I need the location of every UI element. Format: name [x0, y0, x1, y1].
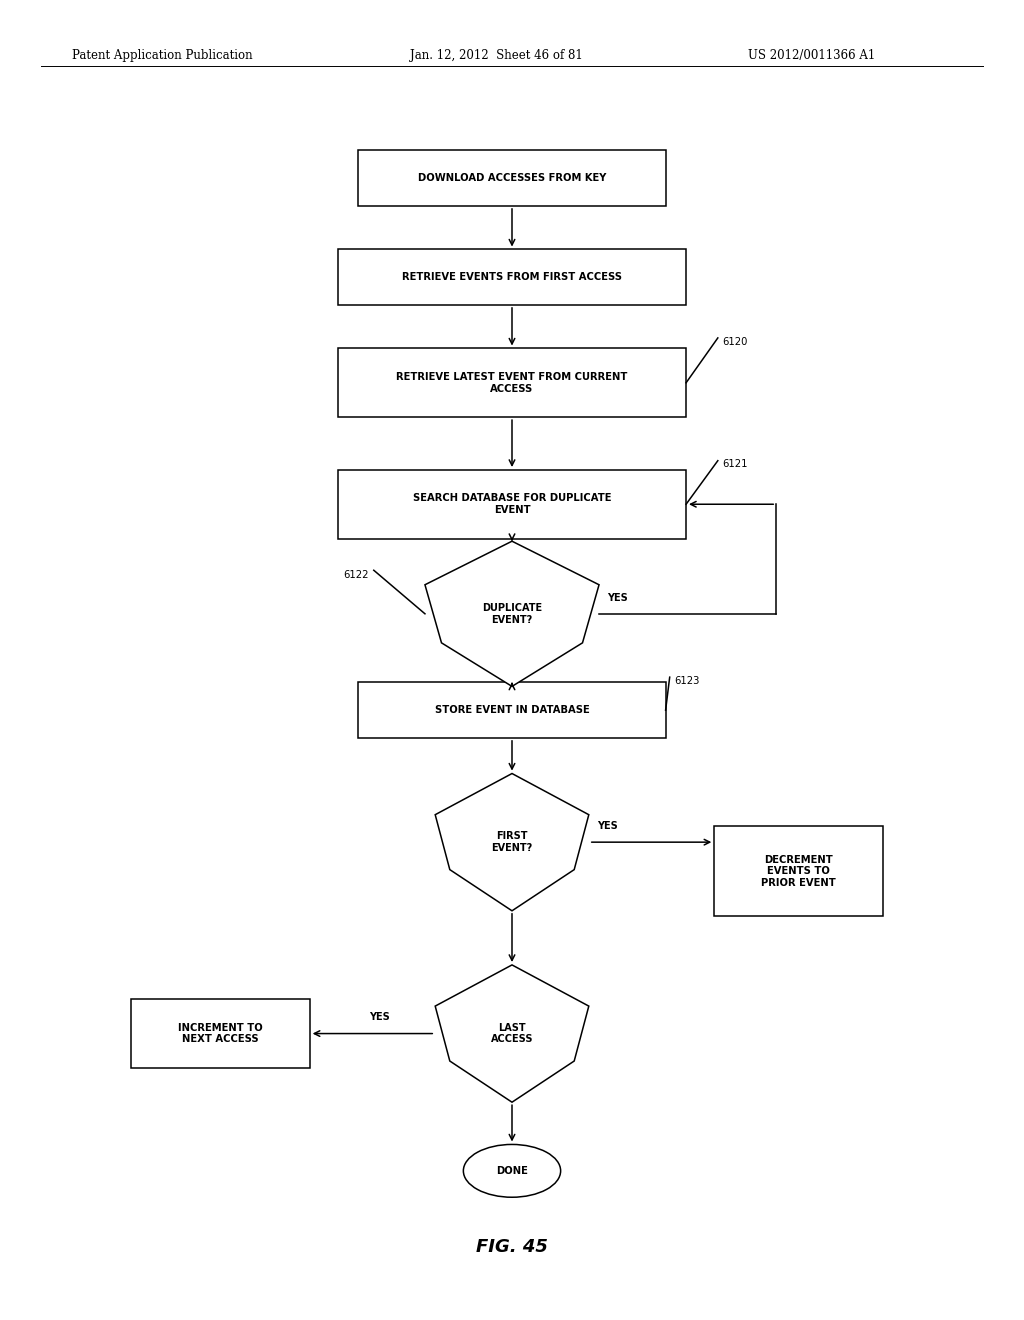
Text: YES: YES [607, 593, 628, 603]
FancyBboxPatch shape [338, 348, 686, 417]
Text: LAST
ACCESS: LAST ACCESS [490, 1023, 534, 1044]
FancyBboxPatch shape [715, 826, 883, 916]
Polygon shape [435, 774, 589, 911]
Text: RETRIEVE EVENTS FROM FIRST ACCESS: RETRIEVE EVENTS FROM FIRST ACCESS [402, 272, 622, 282]
FancyBboxPatch shape [338, 249, 686, 305]
FancyBboxPatch shape [358, 150, 666, 206]
Text: 6122: 6122 [343, 570, 369, 581]
Text: 6121: 6121 [722, 459, 748, 470]
Text: SEARCH DATABASE FOR DUPLICATE
EVENT: SEARCH DATABASE FOR DUPLICATE EVENT [413, 494, 611, 515]
Text: YES: YES [597, 821, 617, 832]
Text: US 2012/0011366 A1: US 2012/0011366 A1 [748, 49, 874, 62]
Text: FIRST
EVENT?: FIRST EVENT? [492, 832, 532, 853]
Text: FIG. 45: FIG. 45 [476, 1238, 548, 1257]
Text: STORE EVENT IN DATABASE: STORE EVENT IN DATABASE [434, 705, 590, 715]
Text: DONE: DONE [496, 1166, 528, 1176]
Text: Patent Application Publication: Patent Application Publication [72, 49, 252, 62]
Text: INCREMENT TO
NEXT ACCESS: INCREMENT TO NEXT ACCESS [178, 1023, 262, 1044]
Text: RETRIEVE LATEST EVENT FROM CURRENT
ACCESS: RETRIEVE LATEST EVENT FROM CURRENT ACCES… [396, 372, 628, 393]
FancyBboxPatch shape [131, 999, 309, 1068]
Text: Jan. 12, 2012  Sheet 46 of 81: Jan. 12, 2012 Sheet 46 of 81 [410, 49, 583, 62]
Text: DOWNLOAD ACCESSES FROM KEY: DOWNLOAD ACCESSES FROM KEY [418, 173, 606, 183]
FancyBboxPatch shape [338, 470, 686, 539]
Text: YES: YES [369, 1012, 389, 1023]
Text: 6120: 6120 [722, 337, 748, 347]
Text: DUPLICATE
EVENT?: DUPLICATE EVENT? [482, 603, 542, 624]
Text: 6123: 6123 [674, 676, 699, 686]
Ellipse shape [463, 1144, 561, 1197]
FancyBboxPatch shape [358, 682, 666, 738]
Polygon shape [425, 541, 599, 686]
Polygon shape [435, 965, 589, 1102]
Text: DECREMENT
EVENTS TO
PRIOR EVENT: DECREMENT EVENTS TO PRIOR EVENT [762, 854, 836, 888]
